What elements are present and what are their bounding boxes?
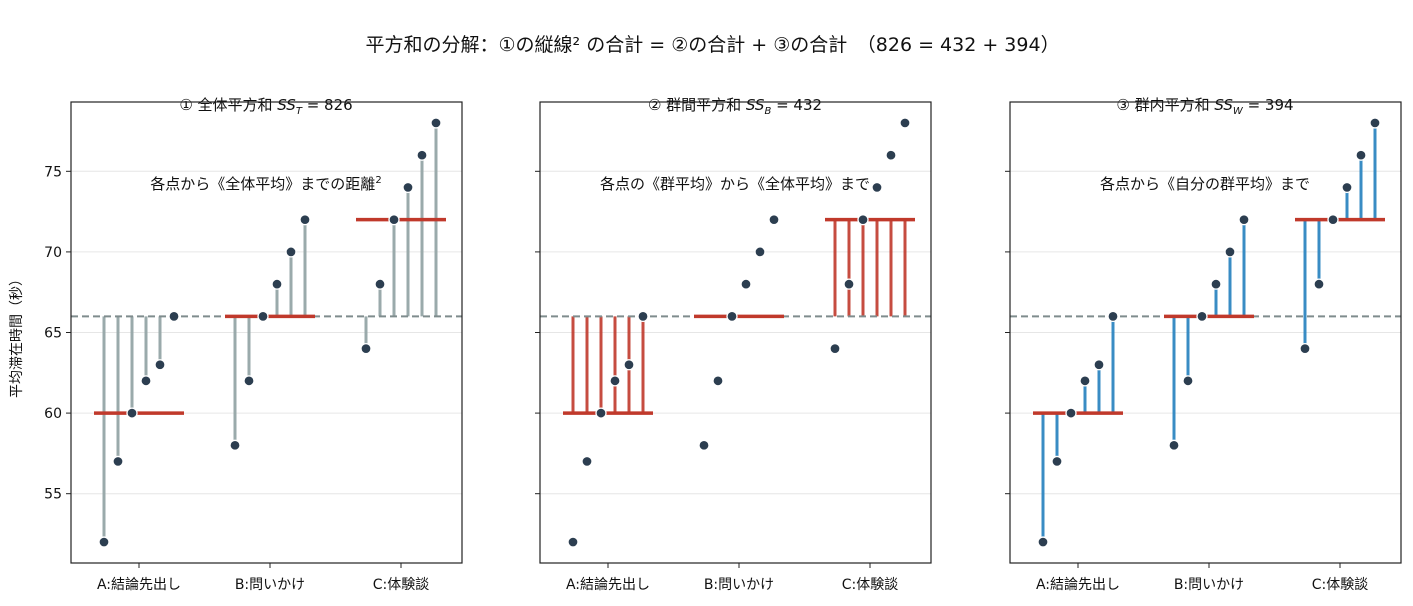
data-point — [1238, 214, 1250, 226]
panel-title-within: ③ 群内平方和 SSW = 394 各点から《自分の群平均》まで — [1099, 96, 1310, 193]
data-point — [98, 536, 110, 548]
y-tick-label: 65 — [44, 326, 62, 342]
data-point — [271, 278, 283, 290]
data-point — [1313, 278, 1325, 290]
data-point — [567, 536, 579, 548]
x-tick-label: C:体験談 — [373, 577, 430, 593]
data-point — [1341, 181, 1353, 194]
data-point — [1107, 310, 1119, 323]
data-point — [768, 214, 780, 226]
figure-title: 平方和の分解：①の縦線² の合計 = ②の合計 + ③の合計 （826 = 43… — [365, 34, 1060, 56]
data-point — [899, 117, 911, 129]
data-point — [1168, 439, 1180, 451]
x-tick-label: A:結論先出し — [1036, 577, 1120, 593]
data-point — [257, 310, 269, 323]
data-point — [402, 181, 414, 194]
y-tick-label: 55 — [44, 487, 62, 503]
data-point — [1224, 246, 1236, 258]
data-point — [243, 375, 255, 387]
data-point — [829, 342, 841, 355]
data-point — [1037, 536, 1049, 548]
data-point — [140, 375, 152, 387]
x-tick-label: C:体験談 — [1312, 577, 1369, 593]
data-point — [740, 278, 752, 290]
data-point — [416, 149, 428, 161]
x-tick-label: B:問いかけ — [704, 577, 774, 593]
x-tick-label: C:体験談 — [842, 577, 899, 593]
data-point — [388, 214, 400, 226]
data-point — [1196, 310, 1208, 323]
data-point — [1355, 149, 1367, 161]
data-point — [360, 342, 372, 355]
x-tick-label: B:問いかけ — [235, 577, 305, 593]
data-point — [1299, 342, 1311, 355]
data-point — [857, 214, 869, 226]
data-point — [168, 310, 180, 323]
data-point — [698, 439, 710, 451]
panel-title-total: ① 全体平方和 SST = 826 各点から《全体平均》までの距離2 — [150, 96, 382, 193]
data-point — [154, 359, 166, 371]
data-point — [637, 310, 649, 323]
x-tick-label: A:結論先出し — [566, 577, 650, 593]
data-point — [1210, 278, 1222, 290]
data-point — [1327, 214, 1339, 226]
data-point — [374, 278, 386, 290]
x-tick-label: A:結論先出し — [97, 577, 181, 593]
x-tick-label: B:問いかけ — [1174, 577, 1244, 593]
data-point — [623, 359, 635, 371]
data-point — [299, 214, 311, 226]
data-point — [1079, 375, 1091, 387]
data-point — [712, 375, 724, 387]
data-point — [1051, 455, 1063, 468]
panel-title-between: ② 群間平方和 SSB = 432 各点の《群平均》から《全体平均》まで — [599, 96, 870, 193]
data-point — [1369, 117, 1381, 129]
y-tick-label: 60 — [44, 406, 62, 422]
data-point — [285, 246, 297, 258]
data-point — [843, 278, 855, 290]
y-tick-label: 75 — [44, 164, 62, 180]
data-point — [1065, 407, 1077, 419]
data-point — [885, 149, 897, 161]
data-point — [609, 375, 621, 387]
data-point — [229, 439, 241, 451]
data-point — [112, 455, 124, 468]
data-point — [1182, 375, 1194, 387]
data-point — [726, 310, 738, 323]
data-point — [1093, 359, 1105, 371]
data-point — [430, 117, 442, 129]
y-tick-label: 70 — [44, 245, 62, 261]
data-point — [871, 181, 883, 194]
data-point — [126, 407, 138, 419]
data-point — [581, 455, 593, 468]
data-point — [754, 246, 766, 258]
data-point — [595, 407, 607, 419]
